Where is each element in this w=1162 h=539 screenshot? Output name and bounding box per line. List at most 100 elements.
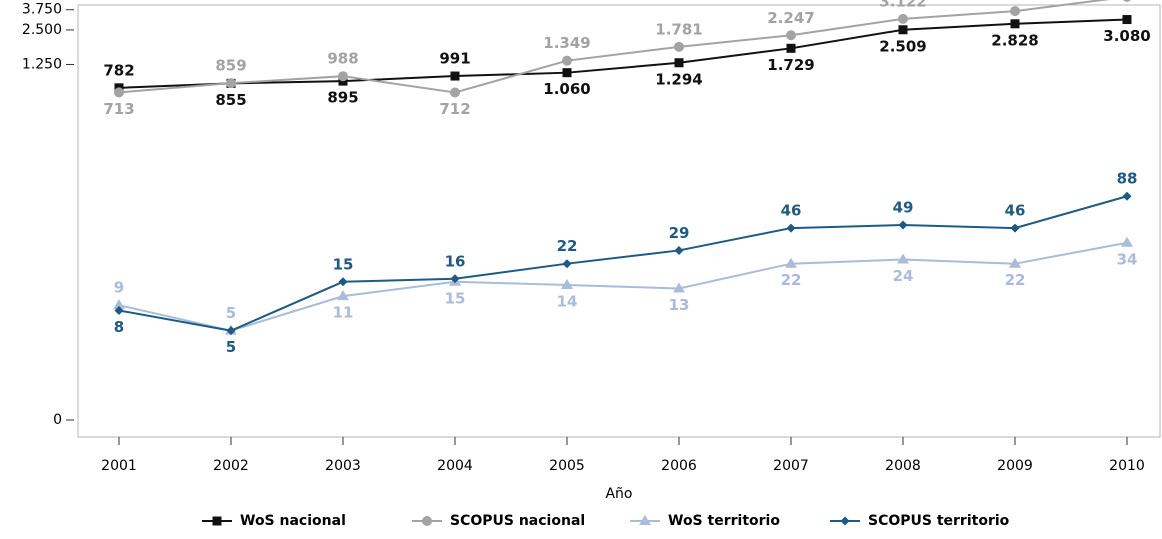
data-label: 49 <box>893 198 914 216</box>
data-point <box>898 25 908 35</box>
data-label: 1.729 <box>767 56 814 74</box>
x-tick-label: 2006 <box>661 458 697 474</box>
x-tick-label: 2001 <box>101 458 137 474</box>
x-tick-label: 2009 <box>997 458 1033 474</box>
x-tick-label: 2004 <box>437 458 473 474</box>
data-point <box>562 68 572 78</box>
x-tick-label: 2010 <box>1109 458 1145 474</box>
x-axis-label: Año <box>605 486 632 502</box>
data-point <box>898 220 908 230</box>
data-label: 2.509 <box>879 37 926 55</box>
data-label: 895 <box>327 89 358 107</box>
x-tick-label: 2008 <box>885 458 921 474</box>
data-label: 1.060 <box>543 80 590 98</box>
data-label: 713 <box>103 100 134 118</box>
data-point <box>113 299 125 310</box>
data-point <box>673 282 685 293</box>
legend-marker <box>639 515 651 525</box>
legend-marker <box>212 516 222 526</box>
data-label: 9 <box>114 279 124 297</box>
data-label: 5 <box>226 304 236 322</box>
data-point <box>338 71 348 82</box>
data-label: 14 <box>557 293 578 311</box>
data-label: 3.080 <box>1103 27 1150 45</box>
data-point <box>898 13 908 24</box>
series-line <box>118 241 1128 332</box>
data-label: 988 <box>327 50 358 68</box>
y-tick-label: 2.500 <box>22 22 62 38</box>
legend-marker <box>422 516 432 526</box>
data-label: 24 <box>893 267 914 285</box>
data-label: 22 <box>557 237 578 255</box>
data-label: 13 <box>669 296 690 314</box>
data-point <box>786 30 796 41</box>
data-label: 22 <box>781 271 802 289</box>
y-tick-label: 0 <box>53 412 62 428</box>
data-point <box>1122 191 1132 201</box>
data-point <box>1010 223 1020 233</box>
data-label: 46 <box>781 202 802 220</box>
data-label: 3.122 <box>879 0 926 10</box>
data-label: 11 <box>333 304 354 322</box>
data-point <box>1009 257 1021 268</box>
data-point <box>674 245 684 255</box>
data-point <box>1121 236 1133 247</box>
legend-label: SCOPUS territorio <box>868 513 1010 529</box>
data-label: 8 <box>114 318 124 336</box>
data-point <box>1010 19 1020 29</box>
data-label: 34 <box>1117 250 1138 268</box>
data-point <box>561 279 573 290</box>
data-point <box>1122 15 1132 25</box>
legend-label: WoS territorio <box>668 513 780 529</box>
data-label: 16 <box>445 252 466 270</box>
data-label: 2.247 <box>767 9 814 27</box>
series-line <box>118 195 1128 332</box>
data-point <box>786 43 796 53</box>
data-label: 782 <box>103 61 134 79</box>
data-point <box>337 290 349 301</box>
x-tick-label: 2007 <box>773 458 809 474</box>
data-label: 15 <box>445 289 466 307</box>
data-label: 2.828 <box>991 31 1038 49</box>
data-label: 991 <box>439 50 470 68</box>
data-label: 46 <box>1005 202 1026 220</box>
data-point <box>785 257 797 268</box>
legend-label: SCOPUS nacional <box>450 513 585 529</box>
data-point <box>562 259 572 269</box>
series-line <box>118 18 1128 89</box>
data-label: 1.294 <box>655 70 702 88</box>
y-tick-label: 3.750 <box>22 2 62 18</box>
data-point <box>450 71 460 81</box>
x-tick-label: 2005 <box>549 458 585 474</box>
plot-frame <box>77 4 1161 438</box>
data-point <box>114 305 124 315</box>
data-label: 855 <box>215 91 246 109</box>
legend-marker <box>840 516 850 526</box>
data-label: 3.650 <box>991 0 1038 3</box>
x-tick-label: 2002 <box>213 458 249 474</box>
y-tick-label: 1.250 <box>22 56 62 72</box>
y-tick-label: 5.000 <box>22 0 62 3</box>
data-label: 22 <box>1005 271 1026 289</box>
data-point <box>674 41 684 52</box>
x-tick-label: 2003 <box>325 458 361 474</box>
data-point <box>897 253 909 264</box>
data-label: 1.781 <box>655 20 702 38</box>
data-point <box>338 277 348 287</box>
data-point <box>114 87 124 98</box>
data-label: 859 <box>215 57 246 75</box>
data-label: 15 <box>333 255 354 273</box>
data-point <box>450 274 460 284</box>
data-point <box>786 223 796 233</box>
data-point <box>450 87 460 98</box>
data-label: 712 <box>439 100 470 118</box>
data-point <box>1123 0 1131 2</box>
data-point <box>226 326 236 336</box>
data-label: 29 <box>669 224 690 242</box>
series-line <box>118 0 1110 94</box>
legend-label: WoS nacional <box>240 513 346 529</box>
data-label: 5 <box>226 338 236 356</box>
data-point <box>226 78 236 89</box>
data-label: 1.349 <box>543 34 590 52</box>
